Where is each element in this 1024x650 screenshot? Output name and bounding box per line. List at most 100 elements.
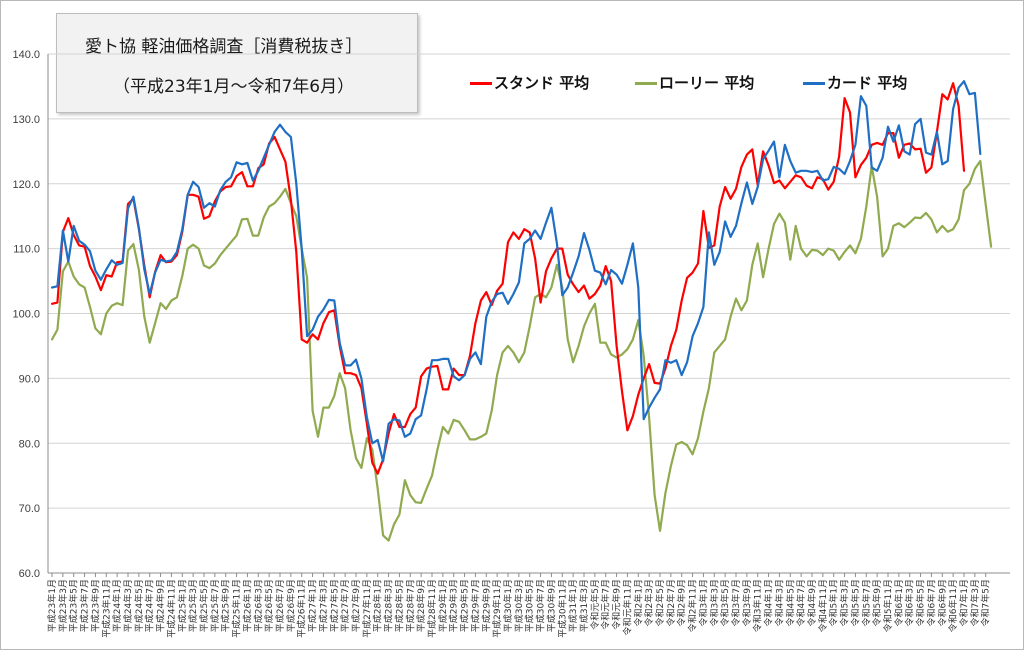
x-tick-label: 令和7年1月 — [958, 579, 970, 626]
x-tick-label: 令和4年7月 — [795, 579, 807, 626]
legend-label-lorry: ローリー 平均 — [659, 74, 755, 92]
x-tick-label: 令和元年9月 — [611, 579, 623, 630]
x-tick-label: 平成23年3月 — [57, 579, 69, 632]
x-tick-label: 平成30年9月 — [545, 579, 557, 632]
x-tick-label: 令和元年11月 — [621, 579, 633, 635]
legend-label-stand: スタンド 平均 — [494, 74, 590, 92]
series-line-stand — [50, 82, 966, 475]
x-tick-label: 令和2年7月 — [665, 579, 677, 626]
x-tick-label: 令和3年7月 — [730, 579, 742, 626]
x-tick-label: 令和6年3月 — [904, 579, 916, 626]
x-tick-label: 平成23年11月 — [100, 579, 112, 638]
x-tick-label: 令和元年5月 — [589, 579, 601, 630]
y-tick-label: 120.0 — [12, 179, 40, 191]
x-tick-label: 平成27年7月 — [339, 579, 351, 632]
x-tick-label: 令和4年9月 — [806, 579, 818, 626]
legend-swatch-stand — [470, 82, 492, 85]
x-tick-label: 平成25年9月 — [220, 579, 232, 632]
x-tick-label: 令和元年7月 — [600, 579, 612, 630]
x-tick-label: 平成26年5月 — [263, 579, 275, 632]
series-line-card — [50, 80, 982, 463]
x-tick-label: 平成29年7月 — [469, 579, 481, 632]
x-tick-label: 令和5年5月 — [849, 579, 861, 626]
x-tick-label: 平成28年7月 — [404, 579, 416, 632]
x-tick-label: 平成30年11月 — [556, 579, 568, 638]
x-tick-label: 平成23年1月 — [46, 579, 58, 632]
chart-title-box: 愛ト協 軽油価格調査［消費税抜き］ （平成23年1月～令和7年6月） — [56, 13, 418, 113]
x-tick-label: 平成29年3月 — [448, 579, 460, 632]
x-tick-label: 平成24年7月 — [144, 579, 156, 632]
x-tick-label: 令和6年5月 — [915, 579, 927, 626]
x-tick-label: 平成23年5月 — [68, 579, 80, 632]
x-tick-label: 平成30年5月 — [524, 579, 536, 632]
x-tick-label: 令和3年3月 — [708, 579, 720, 626]
x-tick-label: 平成28年1月 — [372, 579, 384, 632]
y-tick-label: 70.0 — [19, 503, 40, 515]
x-tick-label: 平成29年5月 — [459, 579, 471, 632]
x-tick-label: 令和3年1月 — [697, 579, 709, 626]
x-tick-label: 平成24年5月 — [133, 579, 145, 632]
x-tick-label: 令和5年11月 — [882, 579, 894, 632]
x-tick-label: 平成29年1月 — [437, 579, 449, 632]
x-tick-label: 平成23年9月 — [89, 579, 101, 632]
x-tick-label: 令和2年5月 — [654, 579, 666, 626]
y-tick-label: 130.0 — [12, 114, 40, 126]
chart-title: 愛ト協 軽油価格調査［消費税抜き］ — [85, 37, 363, 57]
x-tick-label: 平成28年5月 — [393, 579, 405, 632]
x-tick-label: 平成27年11月 — [361, 579, 373, 638]
x-tick-label: 平成30年3月 — [513, 579, 525, 632]
x-tick-label: 平成31年1月 — [567, 579, 579, 632]
x-tick-label: 平成26年9月 — [285, 579, 297, 632]
x-tick-label: 平成23年7月 — [79, 579, 91, 632]
x-tick-label: 平成30年1月 — [502, 579, 514, 632]
x-tick-label: 令和3年9月 — [741, 579, 753, 626]
y-tick-label: 100.0 — [12, 309, 40, 321]
x-tick-label: 令和3年5月 — [719, 579, 731, 626]
x-tick-label: 平成24年11月 — [165, 579, 177, 638]
x-tick-label: 平成25年3月 — [187, 579, 199, 632]
legend-label-card: カード 平均 — [827, 74, 908, 92]
x-tick-label: 令和2年1月 — [632, 579, 644, 626]
x-tick-label: 平成24年9月 — [155, 579, 167, 632]
x-tick-label: 平成31年3月 — [578, 579, 590, 632]
x-tick-label: 令和6年9月 — [936, 579, 948, 626]
x-tick-label: 平成30年7月 — [535, 579, 547, 632]
y-tick-label: 60.0 — [19, 568, 40, 580]
y-tick-label: 90.0 — [19, 373, 40, 385]
x-tick-label: 平成25年11月 — [231, 579, 243, 638]
x-tick-label: 令和7年5月 — [980, 579, 992, 626]
x-tick-label: 平成29年9月 — [480, 579, 492, 632]
x-tick-label: 平成29年11月 — [491, 579, 503, 638]
x-tick-label: 平成27年9月 — [350, 579, 362, 632]
chart-subtitle: （平成23年1月～令和7年6月） — [113, 77, 355, 97]
x-tick-label: 平成26年1月 — [241, 579, 253, 632]
x-tick-label: 令和5年7月 — [860, 579, 872, 626]
x-tick-label: 令和6年1月 — [893, 579, 905, 626]
x-tick-label: 令和6年7月 — [925, 579, 937, 626]
x-tick-label: 平成25年7月 — [209, 579, 221, 632]
x-tick-label: 平成25年1月 — [176, 579, 188, 632]
x-tick-label: 令和6年11月 — [947, 579, 959, 632]
y-tick-label: 80.0 — [19, 438, 40, 450]
x-tick-label: 令和7年3月 — [969, 579, 981, 626]
series-line-lorry — [50, 159, 993, 542]
x-tick-label: 令和2年3月 — [643, 579, 655, 626]
x-tick-label: 令和5年3月 — [839, 579, 851, 626]
y-tick-label: 110.0 — [13, 244, 40, 256]
x-tick-label: 平成27年5月 — [328, 579, 340, 632]
y-tick-label: 140.0 — [12, 49, 40, 61]
x-tick-label: 平成27年1月 — [307, 579, 319, 632]
x-tick-label: 令和5年9月 — [871, 579, 883, 626]
x-tick-label: 平成24年3月 — [122, 579, 134, 632]
x-tick-label: 令和2年11月 — [687, 579, 699, 632]
x-tick-label: 令和5年1月 — [828, 579, 840, 626]
x-tick-label: 令和4年1月 — [763, 579, 775, 626]
legend-swatch-card — [803, 82, 825, 85]
x-tick-label: 令和4年11月 — [817, 579, 829, 632]
x-tick-label: 平成28年9月 — [415, 579, 427, 632]
x-tick-label: 平成28年11月 — [426, 579, 438, 638]
x-tick-label: 平成25年5月 — [198, 579, 210, 632]
x-tick-label: 平成26年3月 — [252, 579, 264, 632]
legend-swatch-lorry — [635, 82, 657, 85]
